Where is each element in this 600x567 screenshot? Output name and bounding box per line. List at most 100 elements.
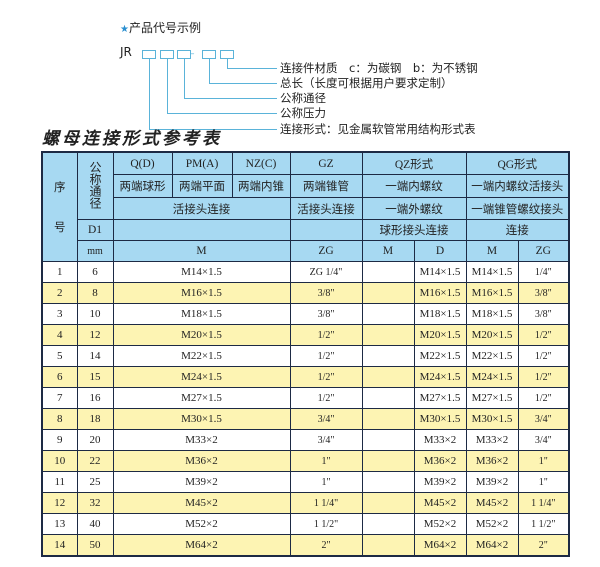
cell-no: 14 [41,534,78,557]
cell-qg-zg: 3/8" [517,303,570,325]
header-gz: GZ [289,151,363,175]
header-type: 两端球形 [112,174,173,198]
cell-no: 4 [41,324,78,346]
cell-qz-m [361,492,415,514]
header-pma: PM(A) [171,151,233,175]
cell-qz-d: M30×1.5 [413,408,467,430]
table-row: 1 6 M14×1.5 ZG 1/4" M14×1.5 M14×1.5 1/4" [41,261,570,283]
cell-thread-m: M16×1.5 [112,282,291,304]
cell-qg-m: M36×2 [465,450,519,472]
table-row: 14 50 M64×2 2" M64×2 M64×2 2" [41,534,570,557]
cell-qz-m [361,324,415,346]
cell-thread-m: M30×1.5 [112,408,291,430]
cell-dn: 16 [76,387,114,409]
cell-qz-m [361,534,415,557]
cell-dn: 20 [76,429,114,451]
cell-qg-zg: 1/2" [517,324,570,346]
cell-qg-zg: 1" [517,450,570,472]
cell-qg-zg: 1/2" [517,366,570,388]
header-unit: M [465,240,519,262]
cell-qg-zg: 1/2" [517,387,570,409]
header-type: 一端内螺纹 [361,174,467,198]
header-connection: 活接头连接 [112,197,291,220]
cell-thread-m: M14×1.5 [112,261,291,283]
label-length: 总长（长度可根据用户要求定制） [280,76,453,90]
cell-qg-m: M22×1.5 [465,345,519,367]
cell-dn: 12 [76,324,114,346]
cell-thread-m: M20×1.5 [112,324,291,346]
code-box-pressure [160,50,174,59]
header-qd: Q(D) [112,151,173,175]
cell-qz-d: M45×2 [413,492,467,514]
cell-thread-m: M64×2 [112,534,291,557]
cell-gz-zg: 1/2" [289,345,363,367]
cell-qz-d: M27×1.5 [413,387,467,409]
code-dash: – [190,49,195,59]
header-nominal: 公称通径 [76,151,114,220]
cell-no: 10 [41,450,78,472]
table-row: 9 20 M33×2 3/4" M33×2 M33×2 3/4" [41,429,570,451]
cell-thread-m: M36×2 [112,450,291,472]
code-box-diameter [177,50,191,59]
cell-dn: 18 [76,408,114,430]
connector-line [209,59,210,83]
header-unit: M [112,240,291,262]
cell-qz-d: M64×2 [413,534,467,557]
header-unit: D [413,240,467,262]
cell-qz-m [361,345,415,367]
cell-dn: 50 [76,534,114,557]
cell-dn: 40 [76,513,114,535]
cell-qg-m: M14×1.5 [465,261,519,283]
label-material: 连接件材质 c：为碳钢 b：为不锈钢 [280,61,478,75]
cell-no: 6 [41,366,78,388]
connector-line [227,59,228,68]
cell-thread-m: M18×1.5 [112,303,291,325]
cell-qg-m: M33×2 [465,429,519,451]
cell-no: 13 [41,513,78,535]
cell-dn: 15 [76,366,114,388]
cell-gz-zg: ZG 1/4" [289,261,363,283]
connector-line [184,98,277,99]
cell-qg-zg: 1/4" [517,261,570,283]
connector-line [184,59,185,98]
cell-qz-m [361,429,415,451]
label-diameter: 公称通径 [280,91,326,105]
cell-qz-d: M14×1.5 [413,261,467,283]
cell-no: 12 [41,492,78,514]
cell-qz-m [361,387,415,409]
header-mm: mm [76,240,114,262]
table-row: 8 18 M30×1.5 3/4" M30×1.5 M30×1.5 3/4" [41,408,570,430]
cell-no: 5 [41,345,78,367]
cell-qz-d: M18×1.5 [413,303,467,325]
cell-gz-zg: 1/2" [289,366,363,388]
cell-qz-d: M33×2 [413,429,467,451]
cell-qg-m: M64×2 [465,534,519,557]
connector-line [149,59,150,129]
header-type: 两端平面 [171,174,233,198]
connector-line [167,113,277,114]
cell-qz-m [361,303,415,325]
connector-line [209,83,277,84]
cell-qz-m [361,282,415,304]
cell-gz-zg: 3/4" [289,429,363,451]
cell-qg-m: M45×2 [465,492,519,514]
connector-line [149,129,277,130]
cell-dn: 14 [76,345,114,367]
cell-qg-m: M18×1.5 [465,303,519,325]
cell-qg-zg: 1 1/2" [517,513,570,535]
label-connection: 连接形式：见金属软管常用结构形式表 [280,122,476,136]
code-box-length [202,50,216,59]
header-nominal-text: 公称通径 [88,160,102,209]
table-row: 2 8 M16×1.5 3/8" M16×1.5 M16×1.5 3/8" [41,282,570,304]
cell-dn: 6 [76,261,114,283]
cell-thread-m: M27×1.5 [112,387,291,409]
cell-qz-m [361,450,415,472]
table-row: 4 12 M20×1.5 1/2" M20×1.5 M20×1.5 1/2" [41,324,570,346]
cell-thread-m: M22×1.5 [112,345,291,367]
cell-gz-zg: 3/8" [289,303,363,325]
label-pressure: 公称压力 [280,106,326,120]
cell-qg-m: M30×1.5 [465,408,519,430]
cell-dn: 8 [76,282,114,304]
table-row: 11 25 M39×2 1" M39×2 M39×2 1" [41,471,570,493]
cell-qg-zg: 1 1/4" [517,492,570,514]
